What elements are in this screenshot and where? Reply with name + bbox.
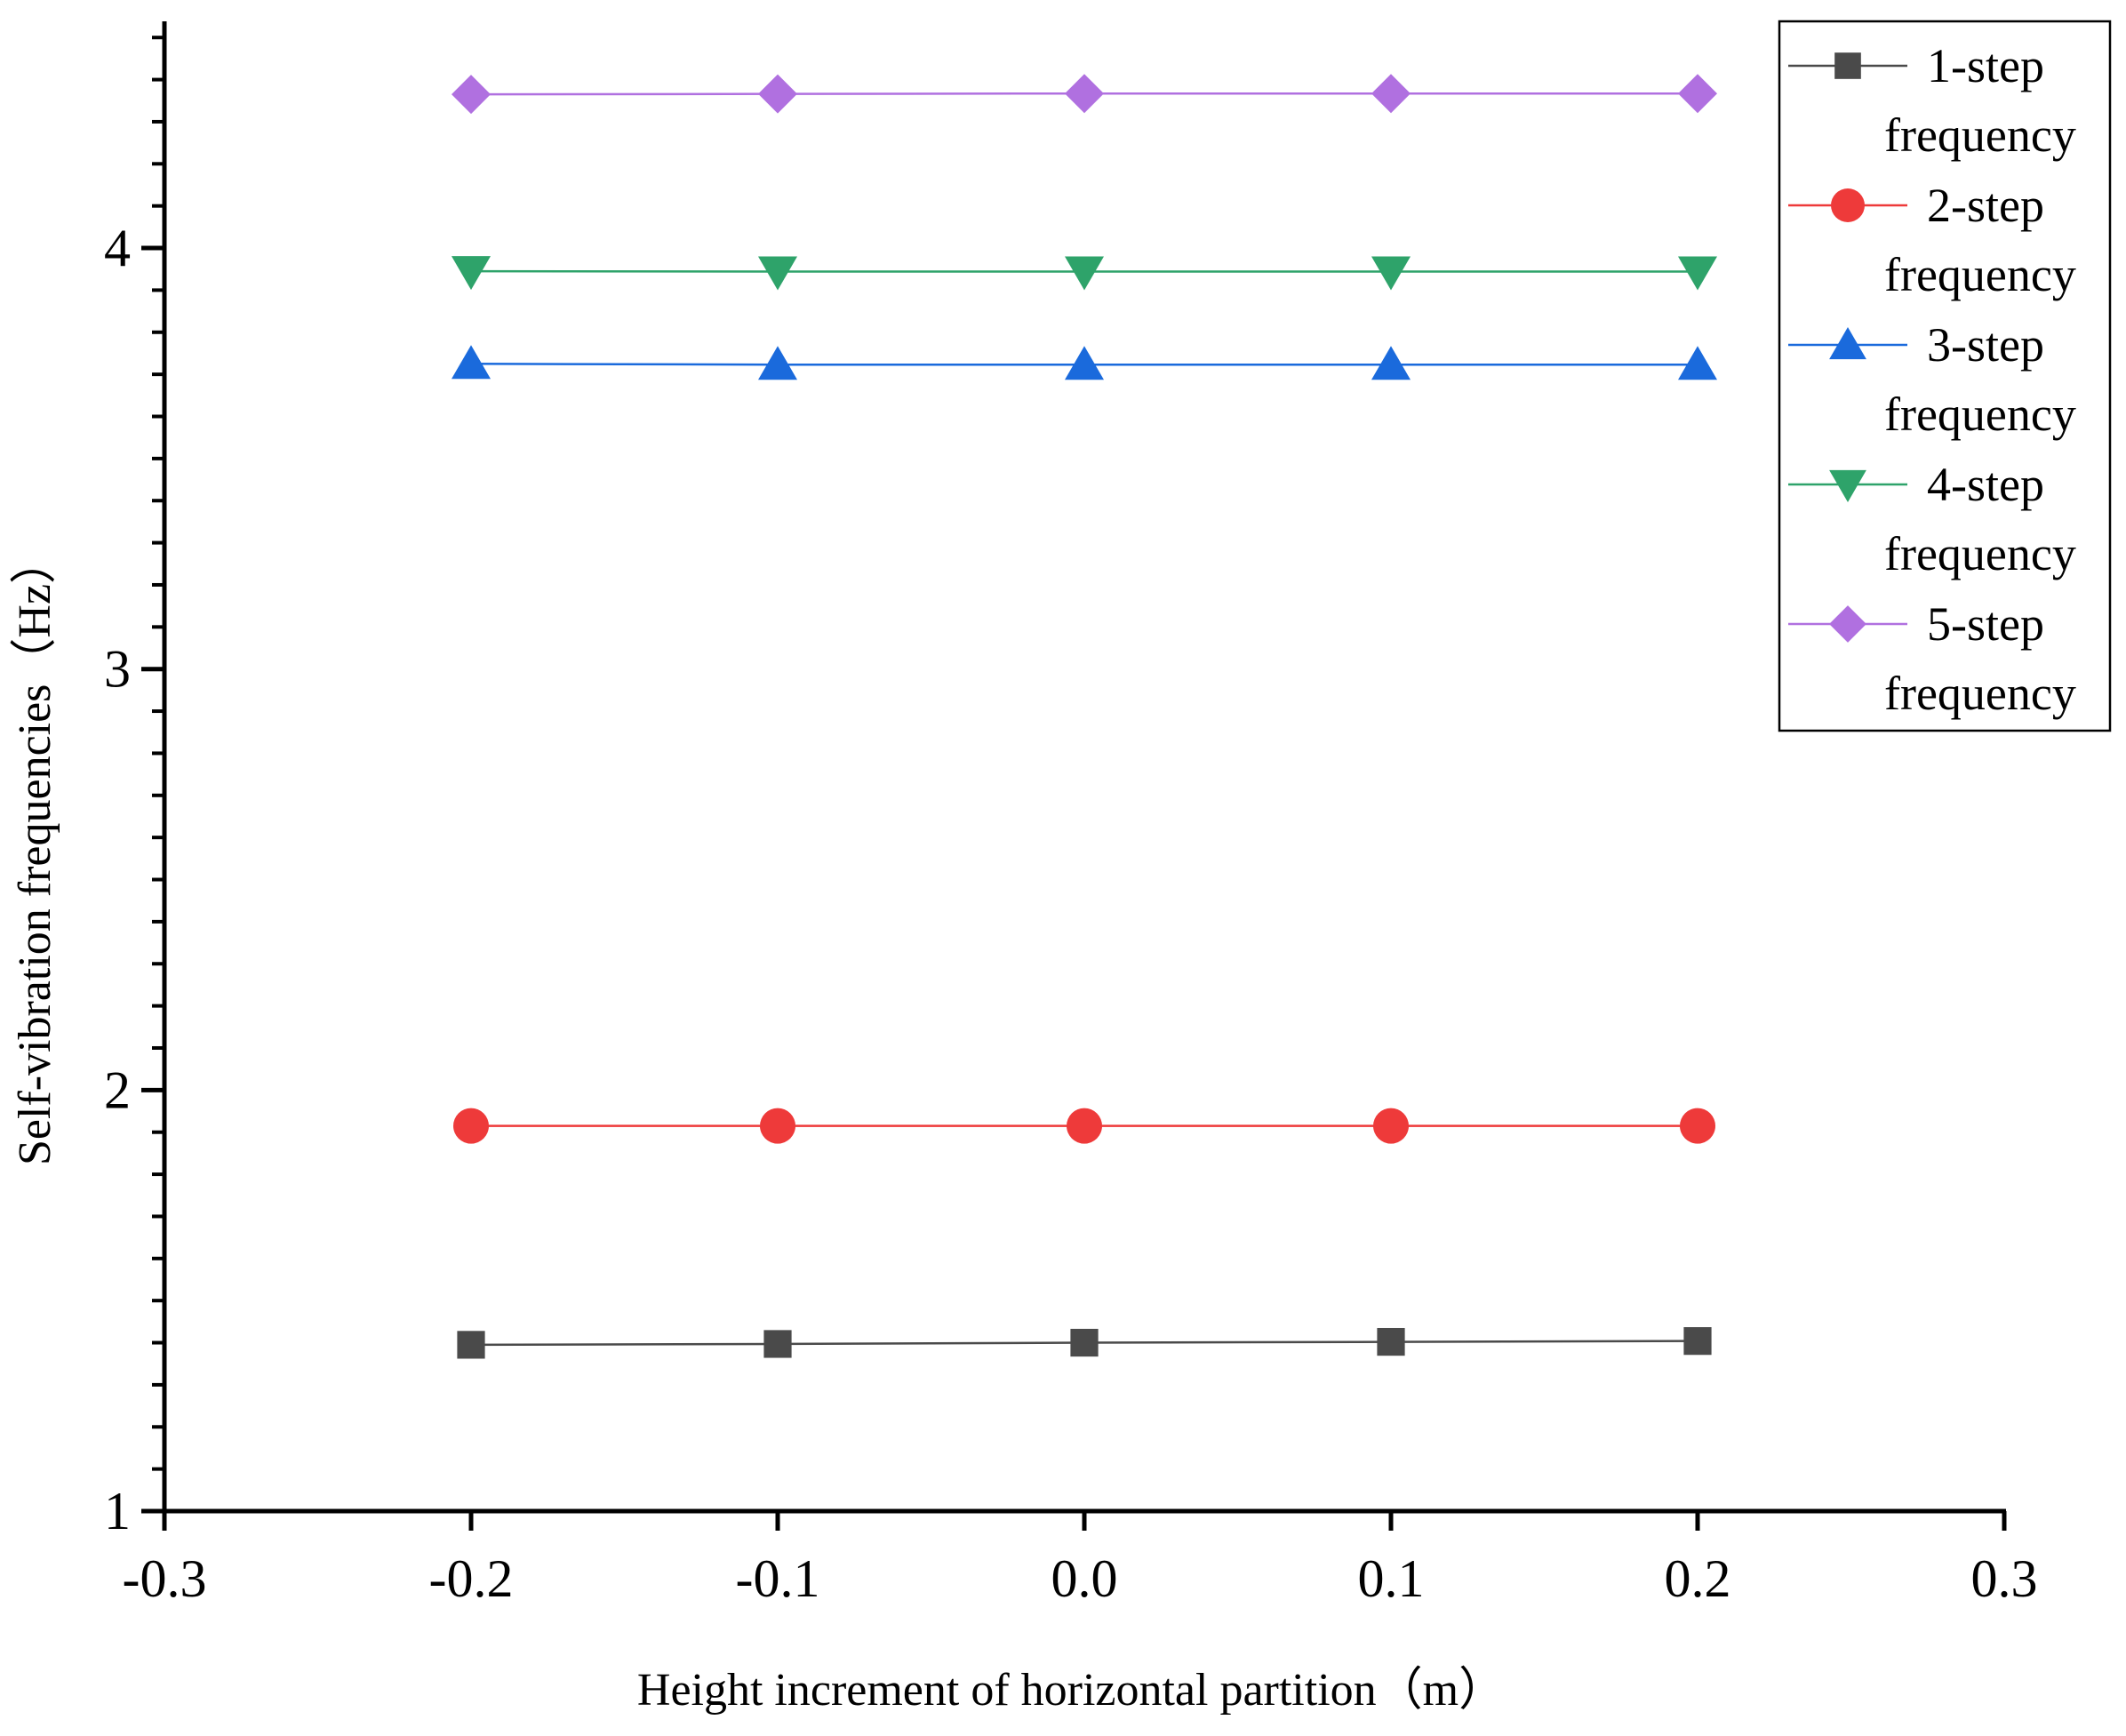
data-point [452, 75, 491, 115]
legend-item: 1-step frequency [1788, 39, 2076, 162]
data-point [1371, 346, 1411, 380]
data-point [457, 1331, 485, 1359]
data-point [1371, 74, 1411, 114]
x-tick-label: -0.1 [736, 1549, 820, 1608]
legend-label: 2-step [1927, 179, 2044, 232]
legend-label: 4-step [1927, 458, 2044, 511]
data-point [758, 74, 797, 114]
data-point [1678, 346, 1717, 380]
data-point [452, 345, 491, 380]
x-tick-label: 0.3 [1971, 1549, 2038, 1608]
legend-marker [1829, 469, 1866, 502]
x-tick-label: -0.2 [429, 1549, 514, 1608]
y-axis-title: Self-vibration frequencies（Hz） [10, 538, 60, 1165]
data-point [1067, 1108, 1102, 1144]
y-tick-label: 1 [104, 1482, 131, 1540]
plot-area [452, 74, 1717, 1359]
data-point [1377, 1327, 1405, 1356]
x-tick-label: 0.1 [1358, 1549, 1425, 1608]
data-point [452, 256, 491, 291]
legend-box [1778, 20, 2112, 732]
legend-item: 5-step frequency [1788, 597, 2076, 720]
legend-label: frequency [1884, 527, 2076, 580]
data-point [758, 256, 797, 291]
data-point [1683, 1327, 1712, 1356]
legend-label: 5-step [1927, 597, 2044, 651]
y-tick-label: 3 [104, 640, 131, 699]
data-point [1070, 1328, 1099, 1357]
x-tick-label: 0.2 [1665, 1549, 1731, 1608]
data-point [1373, 1108, 1409, 1144]
data-point [763, 1330, 792, 1358]
legend-label: frequency [1884, 388, 2076, 441]
y-tick-label: 4 [104, 219, 131, 277]
series-4 [452, 256, 1717, 291]
axes: -0.3 -0.2 -0.1 0.0 0.1 0.2 0.3 1 2 3 4 [104, 21, 2038, 1608]
y-tick-label: 2 [104, 1060, 131, 1119]
series-5 [452, 74, 1717, 115]
data-point [758, 346, 797, 380]
series-1 [457, 1327, 1712, 1359]
legend-label: 1-step [1927, 39, 2044, 92]
legend-item: 4-step frequency [1788, 458, 2076, 580]
legend-label: 3-step [1927, 318, 2044, 372]
legend-label: frequency [1884, 108, 2076, 162]
series-2 [453, 1108, 1715, 1144]
data-point [760, 1108, 795, 1144]
legend-label: frequency [1884, 667, 2076, 720]
legend-marker [1829, 327, 1866, 360]
x-tick-label: 0.0 [1051, 1549, 1118, 1608]
series-3 [452, 345, 1717, 380]
data-point [1065, 74, 1104, 114]
x-axis-title: Height increment of horizontal partition… [637, 1665, 1505, 1716]
legend-item: 2-step frequency [1788, 179, 2076, 301]
data-point [1678, 74, 1717, 114]
data-point [453, 1108, 489, 1144]
legend: 1-step frequency 2-step frequency 3-step freq… [1778, 20, 2112, 732]
legend-marker [1829, 605, 1866, 643]
legend-label: frequency [1884, 248, 2076, 301]
legend-marker [1831, 188, 1865, 222]
data-point [1680, 1108, 1715, 1144]
data-point [1065, 346, 1104, 380]
legend-marker [1834, 52, 1861, 79]
data-point [1065, 256, 1104, 291]
data-point [1371, 256, 1411, 291]
legend-item: 3-step frequency [1788, 318, 2076, 441]
data-point [1678, 256, 1717, 291]
x-tick-label: -0.3 [123, 1549, 207, 1608]
